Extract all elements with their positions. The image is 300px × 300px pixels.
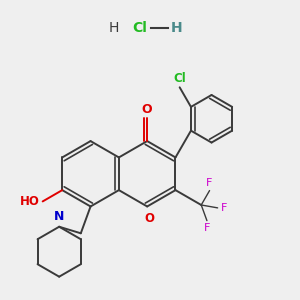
Text: O: O: [142, 103, 152, 116]
Text: F: F: [220, 203, 227, 213]
Text: HO: HO: [20, 195, 40, 208]
Text: Cl: Cl: [132, 21, 147, 35]
Text: O: O: [145, 212, 154, 225]
Text: H: H: [109, 21, 119, 35]
Text: N: N: [54, 210, 64, 223]
Text: Cl: Cl: [173, 72, 186, 85]
Text: H: H: [171, 21, 182, 35]
Text: F: F: [204, 223, 210, 233]
Text: F: F: [206, 178, 213, 188]
